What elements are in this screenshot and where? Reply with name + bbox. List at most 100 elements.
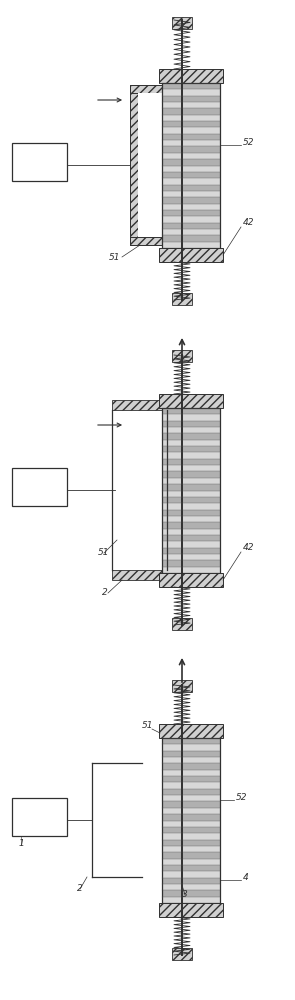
Text: 52: 52 — [236, 793, 248, 802]
Bar — [162, 165, 220, 172]
Bar — [162, 833, 220, 840]
Bar — [162, 814, 220, 820]
Text: 42: 42 — [243, 543, 255, 552]
Bar — [162, 529, 220, 535]
Bar — [162, 465, 220, 471]
Text: 2: 2 — [77, 884, 83, 893]
Text: 4: 4 — [243, 873, 249, 882]
Bar — [130, 237, 185, 245]
Bar — [162, 478, 220, 484]
Bar — [162, 140, 220, 146]
Bar — [159, 573, 223, 587]
Bar — [162, 522, 220, 529]
Text: 3: 3 — [182, 890, 188, 899]
Bar — [162, 102, 220, 108]
Bar — [162, 789, 220, 795]
Bar — [162, 541, 220, 548]
Bar — [112, 400, 167, 410]
Bar — [162, 560, 220, 567]
Bar — [162, 840, 220, 846]
Bar — [162, 427, 220, 433]
Bar — [162, 459, 220, 465]
Bar — [172, 618, 192, 630]
Bar — [112, 570, 167, 580]
Bar — [162, 738, 220, 744]
Bar — [162, 852, 220, 859]
Bar — [162, 83, 220, 89]
Bar — [162, 554, 220, 560]
Bar — [162, 757, 220, 763]
Bar — [162, 516, 220, 522]
Bar — [162, 820, 220, 827]
Bar — [162, 548, 220, 554]
Bar — [162, 884, 220, 890]
Bar — [162, 216, 220, 223]
Bar — [172, 350, 192, 362]
Text: 51: 51 — [98, 548, 110, 557]
Bar — [162, 452, 220, 459]
Bar — [162, 414, 220, 421]
Bar — [162, 229, 220, 235]
Bar — [159, 724, 223, 738]
Bar — [162, 159, 220, 165]
Bar — [138, 93, 185, 237]
Text: 51: 51 — [109, 253, 121, 262]
Bar — [162, 235, 220, 242]
Bar — [162, 497, 220, 503]
Bar — [162, 751, 220, 757]
Bar — [162, 490, 220, 497]
Bar — [162, 121, 220, 127]
Bar — [162, 782, 220, 789]
Bar — [12, 143, 67, 181]
Bar — [162, 471, 220, 478]
Bar — [162, 146, 220, 153]
Bar — [162, 153, 220, 159]
Bar — [162, 503, 220, 510]
Bar — [159, 248, 223, 262]
Bar — [162, 204, 220, 210]
Bar — [162, 191, 220, 197]
Bar — [162, 185, 220, 191]
Bar — [162, 871, 220, 878]
Bar — [162, 408, 220, 573]
Bar — [162, 827, 220, 833]
Bar — [162, 446, 220, 452]
Bar — [162, 89, 220, 96]
Bar — [162, 242, 220, 248]
Bar — [12, 798, 67, 836]
Bar — [162, 567, 220, 573]
Bar — [162, 440, 220, 446]
Bar — [162, 865, 220, 871]
Bar — [162, 83, 220, 248]
Bar — [162, 408, 220, 414]
Bar — [162, 178, 220, 185]
Text: 2: 2 — [102, 588, 108, 597]
Bar — [162, 510, 220, 516]
Bar — [162, 172, 220, 178]
Bar — [162, 770, 220, 776]
Bar — [162, 897, 220, 903]
Text: 42: 42 — [243, 218, 255, 227]
Bar — [162, 776, 220, 782]
Bar — [162, 763, 220, 770]
Bar — [162, 433, 220, 440]
Bar — [162, 890, 220, 897]
Bar — [162, 484, 220, 491]
Bar — [162, 134, 220, 140]
Bar — [12, 468, 67, 506]
Bar — [162, 795, 220, 801]
Bar — [162, 744, 220, 751]
Bar — [162, 846, 220, 852]
Bar — [159, 394, 223, 408]
Bar — [130, 85, 185, 93]
Bar — [172, 680, 192, 692]
Bar — [162, 115, 220, 121]
Bar — [162, 801, 220, 808]
Bar — [172, 293, 192, 305]
Text: 52: 52 — [243, 138, 255, 147]
Text: 1: 1 — [18, 839, 24, 848]
Bar — [162, 127, 220, 134]
Bar — [162, 808, 220, 814]
Bar — [162, 96, 220, 102]
Bar — [162, 210, 220, 216]
